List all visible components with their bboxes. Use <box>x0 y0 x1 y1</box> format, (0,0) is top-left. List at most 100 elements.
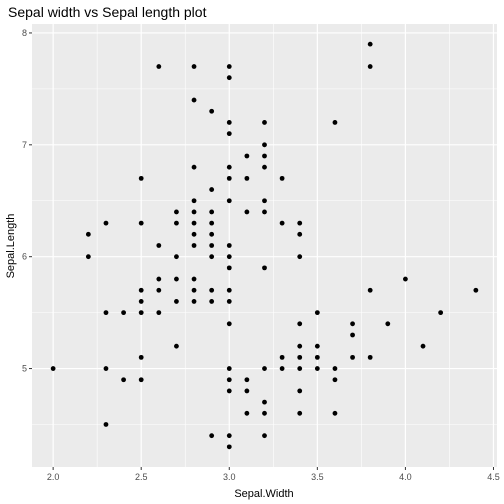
data-point <box>226 120 232 125</box>
data-point <box>262 209 267 215</box>
data-point <box>50 366 56 371</box>
data-point <box>226 299 232 304</box>
data-point <box>174 254 179 260</box>
data-point <box>209 299 215 304</box>
data-point <box>103 310 109 316</box>
data-point <box>262 433 267 439</box>
data-point <box>226 75 232 81</box>
data-point <box>297 410 303 416</box>
y-axis: 5 6 7 8 <box>22 28 32 374</box>
data-point <box>262 410 267 416</box>
data-point <box>314 354 320 360</box>
data-point <box>138 377 144 383</box>
data-point <box>226 265 232 271</box>
data-point <box>209 231 215 237</box>
data-point <box>314 366 320 371</box>
data-point <box>226 131 232 137</box>
data-point <box>226 321 232 327</box>
data-point <box>138 175 144 181</box>
data-point <box>244 410 250 416</box>
data-point <box>191 276 197 282</box>
x-tick-label: 4.0 <box>399 472 412 482</box>
data-point <box>244 388 250 394</box>
data-point <box>314 310 320 316</box>
data-point <box>191 64 197 69</box>
data-point <box>297 366 303 371</box>
data-point <box>209 108 215 114</box>
data-point <box>473 287 479 293</box>
data-point <box>367 64 373 69</box>
data-point <box>138 310 144 316</box>
data-point <box>350 332 355 338</box>
data-point <box>297 220 303 226</box>
data-point <box>332 377 338 383</box>
data-point <box>191 97 197 103</box>
data-point <box>262 399 267 405</box>
data-point <box>138 354 144 360</box>
data-point <box>226 444 232 450</box>
data-point <box>262 120 267 125</box>
data-point <box>367 354 373 360</box>
data-point <box>191 164 197 170</box>
data-point <box>244 377 250 383</box>
data-point <box>297 254 303 260</box>
data-point <box>174 220 179 226</box>
data-point <box>262 153 267 159</box>
data-point <box>244 153 250 159</box>
x-axis: 2.0 2.5 3.0 3.5 4.0 4.5 <box>47 467 500 482</box>
data-point <box>262 142 267 148</box>
data-point <box>174 276 179 282</box>
x-tick-label: 3.0 <box>223 472 236 482</box>
x-tick-label: 4.5 <box>487 472 500 482</box>
y-tick-label: 8 <box>22 28 27 38</box>
data-point <box>209 220 215 226</box>
data-point <box>226 243 232 248</box>
data-point <box>297 354 303 360</box>
data-point <box>226 254 232 260</box>
y-tick-label: 5 <box>22 364 27 374</box>
data-point <box>279 354 285 360</box>
data-point <box>297 231 303 237</box>
x-tick-label: 2.5 <box>135 472 148 482</box>
data-point <box>156 64 162 69</box>
x-tick-label: 3.5 <box>311 472 324 482</box>
data-point <box>279 220 285 226</box>
data-point <box>209 287 215 293</box>
plot-panel <box>32 24 497 467</box>
data-point <box>174 299 179 304</box>
data-point <box>156 243 162 248</box>
data-point <box>226 388 232 394</box>
data-point <box>174 209 179 215</box>
data-point <box>420 343 426 349</box>
data-point <box>297 321 303 327</box>
data-point <box>226 287 232 293</box>
data-point <box>262 265 267 271</box>
data-point <box>314 343 320 349</box>
data-point <box>191 243 197 248</box>
data-point <box>332 120 338 125</box>
data-point <box>262 198 267 204</box>
data-point <box>350 354 355 360</box>
data-point <box>385 321 391 327</box>
data-point <box>279 175 285 181</box>
data-point <box>103 220 109 226</box>
data-point <box>156 287 162 293</box>
data-point <box>226 377 232 383</box>
data-point <box>156 310 162 316</box>
chart-title: Sepal width vs Sepal length plot <box>8 4 207 20</box>
data-point <box>121 310 126 316</box>
data-point <box>262 164 267 170</box>
data-point <box>332 366 338 371</box>
data-point <box>226 164 232 170</box>
data-point <box>85 231 91 237</box>
grid-major <box>32 24 497 467</box>
data-point <box>209 243 215 248</box>
data-point <box>103 366 109 371</box>
y-axis-title: Sepal.Length <box>5 214 17 279</box>
data-point <box>209 254 215 260</box>
data-point <box>350 321 355 327</box>
data-point <box>332 410 338 416</box>
data-point <box>191 231 197 237</box>
data-point <box>438 310 444 316</box>
